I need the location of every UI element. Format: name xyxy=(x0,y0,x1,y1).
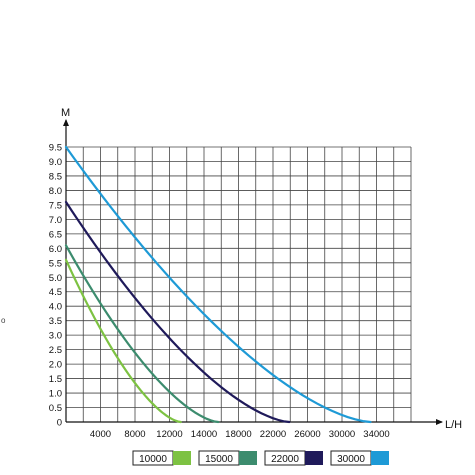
x-tick-label: 34000 xyxy=(363,429,389,440)
y-tick-label: 9.5 xyxy=(49,143,62,154)
x-tick-labels: 4000 8000 12000 14000 18000 22000 26000 30000 34… xyxy=(90,429,390,440)
x-tick-label: 14000 xyxy=(191,429,217,440)
series-line-15000 xyxy=(64,244,220,424)
y-tick-label: 9.0 xyxy=(49,157,62,168)
x-tick-label: 12000 xyxy=(156,429,182,440)
x-axis-label: L/H xyxy=(445,419,462,431)
series-line-22000 xyxy=(64,200,291,424)
legend-label: 15000 xyxy=(205,454,233,465)
y-tick-label: 3.5 xyxy=(49,316,62,327)
y-tick-label: 1.5 xyxy=(49,374,62,385)
y-tick-label: 6.0 xyxy=(49,244,62,255)
y-tick-label: 8.5 xyxy=(49,171,62,182)
series-line-30000 xyxy=(64,145,372,424)
y-tick-label: 4.0 xyxy=(49,302,62,313)
y-axis-label: M xyxy=(61,107,70,119)
y-tick-label: 6.5 xyxy=(49,229,62,240)
y-tick-label: 5.0 xyxy=(49,273,62,284)
x-tick-label: 4000 xyxy=(90,429,111,440)
y-axis-arrow xyxy=(63,119,69,126)
x-tick-label: 26000 xyxy=(294,429,320,440)
grid xyxy=(65,146,412,423)
y-tick-label: 7.0 xyxy=(49,215,62,226)
legend-swatch xyxy=(239,451,257,465)
legend-swatch xyxy=(371,451,389,465)
legend-swatch xyxy=(305,451,323,465)
y-tick-label: 8.0 xyxy=(49,186,62,197)
y-tick-label: 1.0 xyxy=(49,389,62,400)
y-tick-label: 2.5 xyxy=(49,345,62,356)
axes xyxy=(63,119,443,425)
stray-mark: o xyxy=(1,316,6,325)
x-axis-arrow xyxy=(436,419,443,425)
x-tick-label: 8000 xyxy=(124,429,145,440)
y-tick-label: 5.5 xyxy=(49,258,62,269)
legend-label: 30000 xyxy=(337,454,365,465)
y-tick-label: 4.5 xyxy=(49,287,62,298)
x-tick-label: 18000 xyxy=(225,429,251,440)
legend-label: 22000 xyxy=(271,454,299,465)
legend: 10000 15000 22000 30000 xyxy=(132,450,389,466)
y-tick-label: 2.0 xyxy=(49,360,62,371)
y-tick-label: 7.5 xyxy=(49,200,62,211)
y-tick-labels: 9.5 9.0 8.5 8.0 7.5 7.0 6.5 6.0 5.5 5.0 4.5 4.0 3.5 3… xyxy=(49,143,62,429)
series-line-10000 xyxy=(64,258,182,424)
legend-label: 10000 xyxy=(139,454,167,465)
legend-swatch xyxy=(173,451,191,465)
y-tick-label: 0 xyxy=(57,418,62,429)
x-tick-label: 30000 xyxy=(329,429,355,440)
x-tick-label: 22000 xyxy=(260,429,286,440)
series-curves xyxy=(64,145,372,424)
y-tick-label: 3.0 xyxy=(49,331,62,342)
y-tick-label: 0.5 xyxy=(49,403,62,414)
